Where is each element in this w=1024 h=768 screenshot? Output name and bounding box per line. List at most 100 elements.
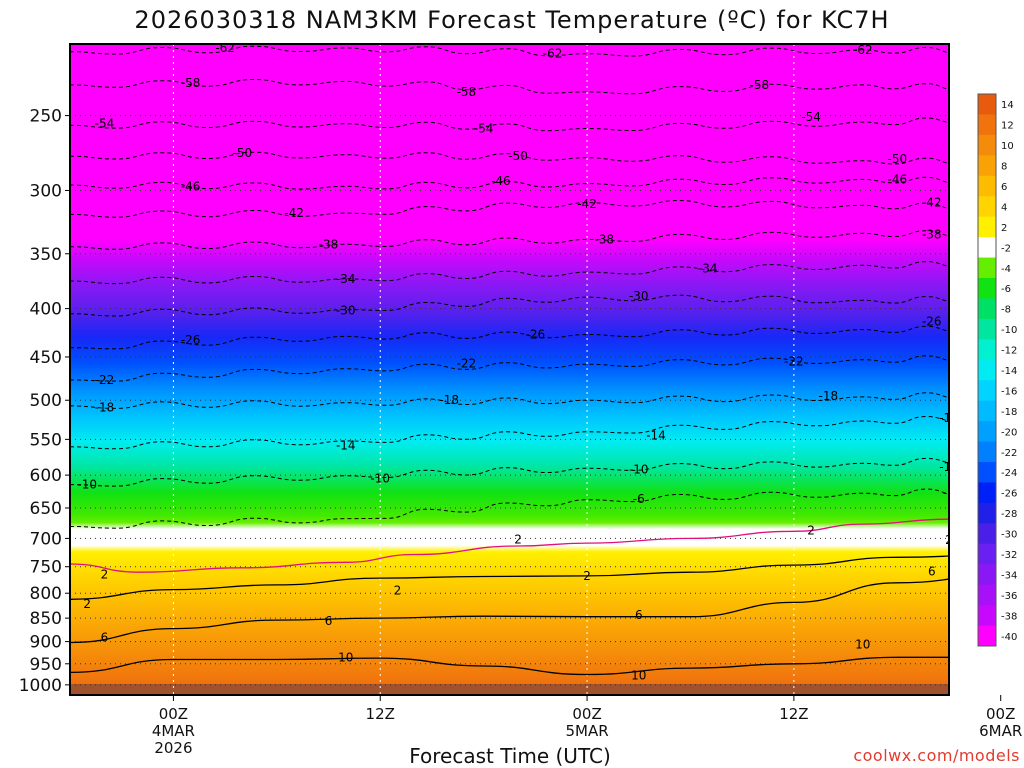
isotherm-line <box>70 294 949 317</box>
y-tick-label: 500 <box>30 391 62 411</box>
isotherm-label: -42 <box>922 196 942 210</box>
isotherm-label: -62 <box>853 43 873 57</box>
x-tick-label: 4MAR <box>152 722 195 740</box>
colorbar-swatch <box>978 564 996 586</box>
isotherm-label: 6 <box>101 630 109 644</box>
isotherm-label: -50 <box>887 152 907 166</box>
isotherm-line <box>70 457 949 487</box>
isotherm-label: -6 <box>943 486 955 500</box>
isotherm-label: 2 <box>514 533 522 547</box>
colorbar-label: 12 <box>1001 121 1014 132</box>
colorbar-swatch <box>978 482 996 504</box>
x-tick-label: 00Z <box>986 705 1015 723</box>
colorbar-swatch <box>978 196 996 218</box>
isotherm-line <box>70 151 949 165</box>
isotherm-label: -22 <box>784 355 804 369</box>
colorbar-swatch <box>978 523 996 545</box>
isotherm-label: -10 <box>370 472 390 486</box>
credit-link[interactable]: coolwx.com/models <box>853 746 1020 765</box>
isotherm-label: 6 <box>635 608 643 622</box>
isotherm-line-positive <box>70 656 949 676</box>
isotherm-label: -42 <box>577 197 597 211</box>
colorbar-swatch <box>978 400 996 422</box>
isotherm-label: 10 <box>338 651 353 665</box>
y-tick-label: 250 <box>30 107 62 127</box>
x-tick-label: 00Z <box>572 705 601 723</box>
isotherm-label: -54 <box>801 110 821 124</box>
temperature-field <box>70 44 949 695</box>
isotherm-label: -58 <box>750 78 770 92</box>
colorbar-label: -24 <box>1001 468 1017 479</box>
colorbar-label: -14 <box>1001 366 1017 377</box>
isotherm-label: -58 <box>181 76 201 90</box>
isotherm-line <box>70 488 949 529</box>
colorbar-label: -4 <box>1001 264 1011 275</box>
colorbar-swatch <box>978 380 996 402</box>
colorbar-label: 4 <box>1001 202 1007 213</box>
y-tick-label: 450 <box>30 348 62 368</box>
colorbar-label: -26 <box>1001 489 1017 500</box>
isotherm-label: -62 <box>543 47 563 61</box>
isotherm-label: -14 <box>646 429 666 443</box>
colorbar-swatch <box>978 584 996 606</box>
isotherm-line-positive <box>70 555 949 600</box>
colorbar-swatch <box>978 237 996 259</box>
isotherm-label: -14 <box>939 411 959 425</box>
colorbar-label: -36 <box>1001 591 1017 602</box>
colorbar-label: -12 <box>1001 346 1017 357</box>
colorbar-label: 6 <box>1001 182 1007 193</box>
x-tick-label: 12Z <box>779 705 808 723</box>
x-axis-label: Forecast Time (UTC) <box>409 744 611 768</box>
colorbar-swatch <box>978 441 996 463</box>
plot-frame <box>69 43 950 696</box>
isotherm-line <box>70 230 949 250</box>
isotherm-label: -34 <box>698 262 718 276</box>
isotherm-line <box>70 199 949 218</box>
colorbar-label: 2 <box>1001 223 1007 234</box>
colorbar-swatch <box>978 543 996 565</box>
colorbar-label: -38 <box>1001 611 1017 622</box>
isotherm-label: 2 <box>945 533 953 547</box>
isotherm-label: -42 <box>284 206 304 220</box>
colorbar-label: -16 <box>1001 386 1017 397</box>
isotherm-label: -62 <box>215 41 235 55</box>
isotherm-label: -34 <box>336 272 356 286</box>
isotherm-line <box>70 355 949 382</box>
colorbar-label: -8 <box>1001 305 1011 316</box>
isotherm-label: -54 <box>95 117 115 131</box>
isotherm-label: -18 <box>819 389 839 403</box>
isotherm-line <box>70 415 949 450</box>
isotherm-label: 10 <box>855 637 870 651</box>
colorbar-swatch <box>978 421 996 443</box>
y-tick-label: 700 <box>30 529 62 549</box>
isotherm-label: -26 <box>922 315 942 329</box>
colorbar-label: 14 <box>1001 100 1014 111</box>
y-tick-label: 800 <box>30 584 62 604</box>
colorbar-swatch <box>978 216 996 238</box>
colorbar-swatch <box>978 502 996 524</box>
colorbar-swatch <box>978 318 996 340</box>
colorbar-swatch <box>978 114 996 136</box>
x-tick-label: 00Z <box>159 705 188 723</box>
isotherm-label: -38 <box>922 228 942 242</box>
isotherm-label: 10 <box>959 620 974 634</box>
colorbar-swatch <box>978 605 996 627</box>
isotherm-label: 2 <box>583 569 591 583</box>
colorbar-label: -28 <box>1001 509 1017 520</box>
colorbar-label: -34 <box>1001 570 1017 581</box>
colorbar-swatch <box>978 257 996 279</box>
x-tick-label: 5MAR <box>565 722 608 740</box>
isotherm-label: -30 <box>336 304 356 318</box>
isotherm-label: 2 <box>807 524 815 538</box>
x-tick-label: 2026 <box>154 739 192 757</box>
isotherm-label: -50 <box>233 146 253 160</box>
x-tick-label: 6MAR <box>979 722 1022 740</box>
y-tick-label: 550 <box>30 430 62 450</box>
colorbar-swatch <box>978 462 996 483</box>
y-tick-label: 850 <box>30 609 62 629</box>
isotherm-label: 6 <box>325 614 333 628</box>
colorbar-label: -18 <box>1001 407 1017 418</box>
colorbar-label: -6 <box>1001 284 1011 295</box>
isotherm-label: -6 <box>633 492 645 506</box>
